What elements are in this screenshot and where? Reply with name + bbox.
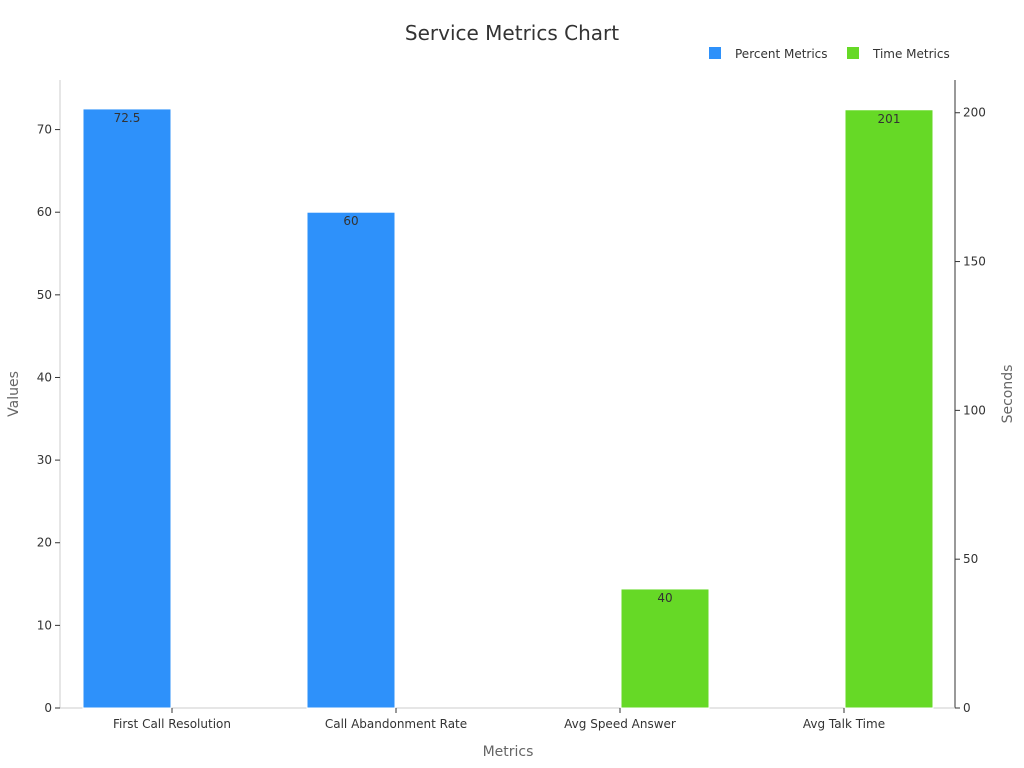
y-tick-label: 70 bbox=[37, 123, 52, 137]
time-metrics-bar bbox=[844, 109, 934, 709]
legend-swatch bbox=[709, 47, 721, 59]
y-tick-label: 40 bbox=[37, 370, 52, 384]
y-tick-label: 50 bbox=[37, 288, 52, 302]
x-tick-label: Avg Speed Answer bbox=[564, 717, 676, 731]
y2-tick-label: 100 bbox=[963, 403, 986, 417]
x-axis-ticks: First Call Resolution Call Abandonment Ra… bbox=[113, 708, 885, 731]
legend: Percent Metrics Time Metrics bbox=[709, 47, 950, 61]
legend-swatch bbox=[847, 47, 859, 59]
x-tick-label: Call Abandonment Rate bbox=[325, 717, 467, 731]
y2-tick-label: 150 bbox=[963, 255, 986, 269]
legend-label: Time Metrics bbox=[872, 47, 950, 61]
time-metrics-bar bbox=[620, 588, 710, 709]
y-axis-title: Values bbox=[6, 371, 22, 417]
y-tick-label: 20 bbox=[37, 536, 52, 550]
y2-tick-label: 0 bbox=[963, 701, 971, 715]
y-tick-label: 60 bbox=[37, 205, 52, 219]
y-tick-label: 0 bbox=[44, 701, 52, 715]
y2-axis-title: Seconds bbox=[1000, 365, 1016, 424]
y2-axis-ticks: 0 50 100 150 200 bbox=[955, 106, 986, 715]
percent-metrics-bar bbox=[82, 108, 172, 709]
bar-value-label: 201 bbox=[878, 112, 901, 126]
y-tick-label: 10 bbox=[37, 618, 52, 632]
y-axis-ticks: 0 10 20 30 40 50 60 70 bbox=[37, 123, 60, 715]
x-tick-label: First Call Resolution bbox=[113, 717, 231, 731]
legend-label: Percent Metrics bbox=[735, 47, 828, 61]
percent-metrics-bar bbox=[306, 211, 396, 709]
bar-value-label: 72.5 bbox=[114, 111, 141, 125]
axes bbox=[59, 80, 956, 709]
bar-value-label: 40 bbox=[657, 591, 672, 605]
y2-tick-label: 50 bbox=[963, 552, 978, 566]
chart-title: Service Metrics Chart bbox=[405, 21, 619, 45]
bars bbox=[82, 108, 934, 709]
y-tick-label: 30 bbox=[37, 453, 52, 467]
bar-labels: 72.5 60 40 201 bbox=[114, 111, 901, 605]
bar-value-label: 60 bbox=[343, 214, 358, 228]
x-axis-title: Metrics bbox=[483, 744, 534, 760]
y2-tick-label: 200 bbox=[963, 106, 986, 120]
x-tick-label: Avg Talk Time bbox=[803, 717, 885, 731]
